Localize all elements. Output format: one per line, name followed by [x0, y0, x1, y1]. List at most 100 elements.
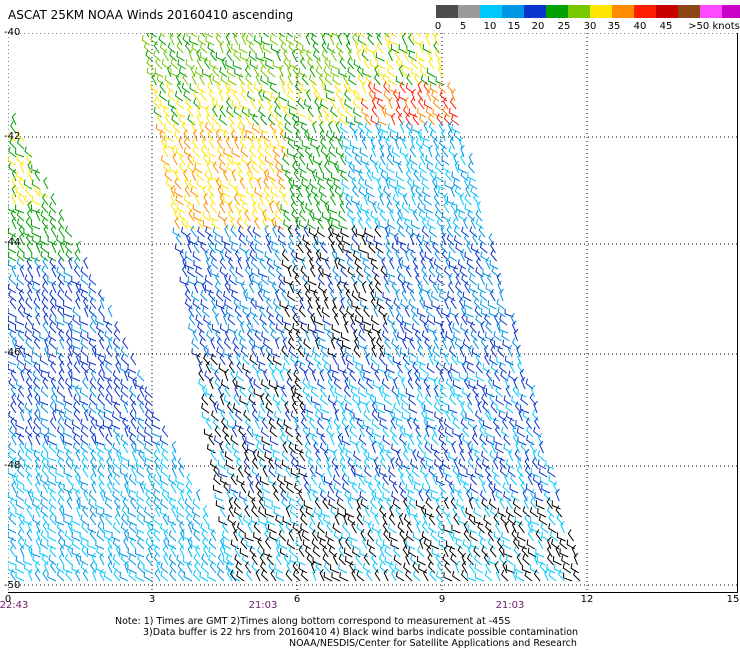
wind-barb [367, 81, 375, 94]
wind-barb [89, 321, 97, 334]
wind-barb [163, 162, 171, 174]
wind-barb [424, 204, 434, 214]
wind-barb [386, 268, 396, 278]
wind-barb [425, 33, 430, 38]
wind-barb [469, 321, 477, 334]
wind-barb [377, 116, 387, 126]
wind-barb [181, 217, 188, 230]
wind-barb [434, 249, 441, 262]
wind-barb [502, 539, 512, 550]
wind-barb [155, 123, 165, 134]
wind-barb [40, 490, 49, 502]
wind-barb [269, 435, 279, 446]
wind-barb [438, 82, 446, 94]
wind-barb [284, 122, 293, 134]
wind-barb [9, 121, 17, 134]
wind-barb [363, 553, 370, 566]
wind-barb [206, 160, 212, 174]
wind-barb [302, 44, 312, 54]
wind-barb [316, 144, 321, 158]
wind-barb [399, 33, 405, 38]
wind-barb [268, 465, 276, 478]
wind-barb [239, 243, 248, 254]
wind-barb [11, 432, 17, 446]
wind-barb [189, 33, 197, 38]
wind-barb [19, 264, 25, 278]
wind-barb [153, 97, 161, 110]
wind-barb [496, 298, 505, 310]
wind-barb [212, 484, 223, 494]
wind-barb [91, 432, 97, 446]
wind-barb [58, 409, 65, 422]
wind-barb [80, 514, 89, 526]
wind-barb [358, 330, 366, 342]
wind-barb [493, 340, 503, 350]
wind-barb [233, 328, 238, 342]
wind-barb [287, 64, 292, 78]
wind-barb [308, 284, 318, 294]
wind-barb [43, 176, 49, 190]
wind-barb [370, 136, 376, 150]
wind-barb [208, 89, 216, 102]
wind-barb [373, 304, 379, 318]
wind-barb [429, 235, 439, 246]
wind-barb [113, 329, 121, 342]
wind-barb [326, 521, 333, 534]
wind-barb [519, 368, 525, 382]
wind-barb [34, 257, 41, 270]
wind-barb [97, 377, 105, 390]
wind-barb [245, 569, 253, 582]
wind-barb [500, 513, 508, 526]
wind-barb [425, 33, 431, 46]
wind-barb [49, 401, 57, 414]
wind-barb [442, 336, 448, 350]
wind-barb [205, 226, 214, 238]
wind-barb [407, 472, 414, 486]
wind-barb [517, 456, 523, 470]
wind-barb [177, 59, 187, 70]
wind-barb [8, 259, 17, 270]
wind-barb [112, 442, 121, 454]
wind-barb [434, 49, 441, 62]
wind-barb [361, 136, 368, 150]
wind-barb [414, 369, 421, 382]
wind-barb [278, 529, 286, 542]
wind-barb [323, 323, 333, 334]
wind-barb [8, 523, 17, 534]
wind-barb [490, 241, 496, 254]
wind-barb [338, 68, 348, 78]
wind-barb [408, 547, 417, 558]
wind-barb [190, 186, 199, 198]
wind-barb [383, 394, 393, 406]
wind-barb [191, 507, 201, 518]
wind-barb [245, 400, 250, 414]
wind-barb [212, 226, 222, 238]
wind-barb [301, 83, 310, 94]
wind-barb [364, 113, 372, 126]
wind-barb [312, 568, 318, 582]
wind-barb [397, 187, 407, 198]
wind-barb [95, 436, 105, 446]
wind-barb [322, 553, 330, 566]
wind-barb [23, 252, 33, 262]
wind-barb [329, 33, 335, 46]
wind-barb [75, 448, 81, 462]
wind-barb [407, 416, 413, 430]
wind-barb [230, 43, 240, 54]
wind-barb [260, 75, 269, 86]
wind-barb [423, 416, 429, 430]
wind-barb [207, 523, 217, 534]
wind-barb [365, 161, 371, 174]
wind-barb [236, 522, 245, 534]
wind-barb [520, 481, 527, 494]
wind-barb [300, 523, 309, 534]
wind-barb [376, 298, 385, 310]
wind-barb [98, 473, 105, 486]
wind-barb [541, 531, 550, 542]
wind-barb [470, 330, 478, 342]
wind-barb [342, 244, 352, 254]
wind-barb [386, 249, 393, 262]
wind-barb [257, 289, 264, 302]
wind-barb [49, 417, 57, 430]
wind-barb [239, 300, 249, 310]
